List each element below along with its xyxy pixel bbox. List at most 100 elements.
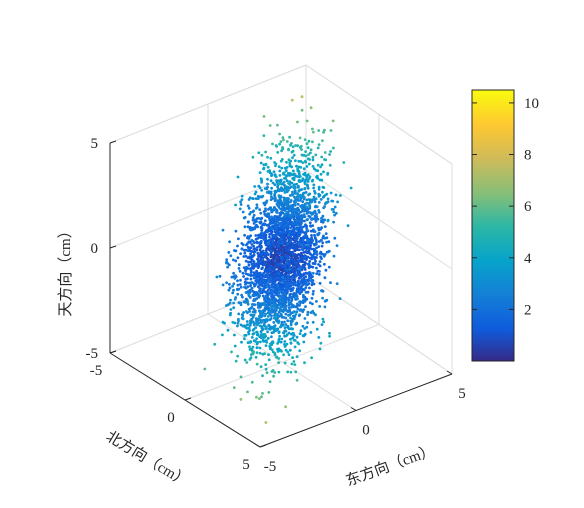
data-point [285, 210, 289, 214]
data-point [279, 268, 283, 271]
data-point [275, 219, 279, 223]
data-point [309, 151, 312, 155]
data-point [254, 237, 258, 241]
data-point [276, 347, 279, 351]
data-point [289, 226, 292, 230]
data-point [294, 268, 298, 272]
data-point [285, 342, 289, 346]
data-point [240, 198, 244, 202]
data-point [327, 249, 331, 253]
data-point [321, 139, 324, 143]
data-point [246, 242, 249, 246]
data-point [269, 252, 273, 256]
data-point [265, 251, 269, 255]
data-point [317, 187, 321, 191]
data-point [249, 252, 253, 256]
data-point [321, 289, 325, 293]
data-point [314, 215, 318, 219]
data-point [264, 249, 268, 253]
data-point [311, 140, 314, 144]
data-point [272, 321, 276, 324]
data-point [311, 271, 315, 275]
data-point [306, 310, 310, 314]
data-point [291, 145, 295, 149]
data-point [231, 284, 235, 288]
data-point [236, 244, 239, 248]
data-point [322, 130, 325, 134]
data-point [259, 161, 263, 165]
data-point [282, 180, 286, 184]
data-point [297, 186, 300, 189]
data-point [269, 305, 273, 308]
data-point [258, 351, 262, 355]
data-point [273, 243, 277, 247]
data-point [323, 276, 327, 280]
data-point [278, 242, 281, 246]
data-point [322, 195, 325, 199]
data-point [251, 216, 255, 220]
data-point [306, 210, 309, 214]
data-point [279, 312, 283, 316]
data-point [250, 313, 254, 317]
data-point [319, 341, 323, 345]
data-point [228, 240, 232, 244]
data-point [258, 335, 261, 338]
data-point [260, 188, 263, 192]
data-point [275, 355, 278, 359]
data-point [293, 245, 297, 248]
data-point [243, 233, 247, 237]
data-point [237, 267, 241, 270]
data-point [271, 290, 275, 294]
data-point [281, 234, 285, 238]
data-point [274, 164, 277, 168]
data-point [281, 281, 285, 285]
data-point [303, 187, 307, 190]
data-point [290, 215, 293, 218]
data-point [261, 374, 264, 378]
data-point [246, 390, 249, 394]
data-point [258, 289, 262, 293]
data-point [258, 208, 262, 212]
data-point [258, 255, 261, 258]
data-point [234, 259, 238, 263]
data-point [285, 160, 288, 164]
data-point [221, 333, 224, 337]
data-point [227, 288, 231, 292]
data-point [267, 262, 270, 266]
data-point [249, 228, 253, 232]
data-point [318, 240, 321, 243]
data-point [321, 214, 325, 218]
data-point [277, 370, 281, 374]
data-point [305, 119, 309, 123]
data-point [261, 232, 265, 236]
data-point [263, 302, 266, 305]
data-point [242, 266, 246, 270]
data-point [233, 249, 236, 252]
data-point [244, 269, 247, 273]
data-point [273, 288, 276, 292]
data-point [277, 337, 281, 341]
data-point [291, 265, 295, 269]
data-point [295, 294, 298, 297]
data-point [314, 197, 318, 201]
data-point [273, 222, 277, 225]
data-point [248, 296, 252, 299]
data-point [264, 367, 268, 371]
data-point [290, 212, 294, 216]
data-point [300, 289, 304, 293]
data-point [259, 239, 263, 243]
data-point [221, 228, 225, 232]
data-point [258, 397, 261, 400]
data-point [283, 207, 287, 211]
data-point [251, 218, 255, 222]
data-point [267, 310, 271, 314]
data-point [283, 343, 286, 346]
data-point [253, 185, 257, 188]
data-point [295, 223, 299, 227]
data-point [283, 166, 287, 170]
data-point [287, 327, 291, 331]
data-point [297, 189, 301, 193]
x-tick-label: 0 [362, 423, 370, 439]
data-point [290, 305, 293, 309]
